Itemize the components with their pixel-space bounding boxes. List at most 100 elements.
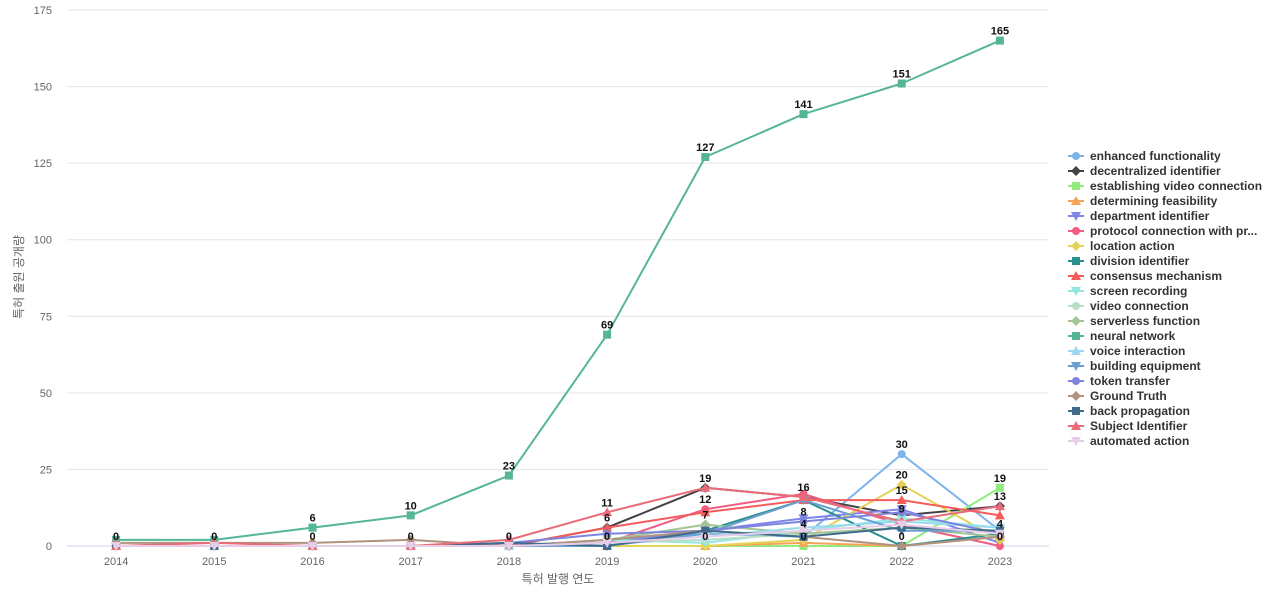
legend-item[interactable]: screen recording: [1068, 284, 1187, 298]
data-point[interactable]: [896, 520, 907, 530]
legend-item[interactable]: enhanced functionality: [1068, 149, 1221, 163]
legend-symbol: [1072, 407, 1080, 415]
data-point[interactable]: [701, 153, 710, 162]
data-label: 0: [309, 531, 315, 543]
legend-item[interactable]: Ground Truth: [1068, 389, 1167, 403]
data-point[interactable]: [308, 523, 317, 532]
legend-item[interactable]: automated action: [1068, 434, 1189, 448]
data-point[interactable]: [799, 532, 808, 541]
data-label: 19: [994, 473, 1006, 485]
legend-item[interactable]: token transfer: [1068, 374, 1170, 388]
y-tick-label: 50: [40, 388, 52, 400]
x-axis-title: 특허 발행 연도: [522, 571, 595, 586]
data-point[interactable]: [897, 79, 906, 88]
data-point[interactable]: [798, 491, 809, 501]
legend-item[interactable]: location action: [1068, 239, 1175, 253]
series-3: [111, 531, 1005, 550]
data-point[interactable]: [700, 507, 711, 517]
legend-item[interactable]: establishing video connection: [1068, 179, 1262, 193]
legend-symbol: [1072, 152, 1080, 160]
data-point[interactable]: [798, 526, 809, 536]
data-point[interactable]: [209, 542, 220, 551]
data-point[interactable]: [896, 541, 907, 551]
legend-symbol: [1072, 377, 1080, 385]
data-point[interactable]: [896, 495, 907, 505]
data-point[interactable]: [896, 479, 907, 490]
legend-item[interactable]: division identifier: [1068, 254, 1190, 268]
legend-item[interactable]: building equipment: [1068, 359, 1201, 373]
data-point[interactable]: [994, 529, 1005, 539]
series-lines: [111, 36, 1005, 551]
legend-symbol: [1071, 346, 1081, 355]
data-point[interactable]: [799, 110, 808, 119]
legend-item[interactable]: back propagation: [1068, 404, 1190, 418]
data-point[interactable]: [406, 511, 415, 520]
data-label: 0: [506, 531, 512, 543]
legend-item[interactable]: Subject Identifier: [1068, 419, 1188, 433]
data-point[interactable]: [307, 542, 318, 551]
data-point[interactable]: [994, 501, 1005, 511]
y-axis-ticks: 0 25 50 75 100 125 150 175: [34, 5, 52, 553]
legend-item[interactable]: serverless function: [1068, 314, 1200, 328]
x-tick-label: 2018: [497, 556, 521, 568]
data-point[interactable]: [602, 522, 613, 532]
gridlines: [67, 9, 1049, 547]
data-point[interactable]: [799, 517, 808, 526]
x-tick-label: 2023: [988, 556, 1012, 568]
legend-item[interactable]: protocol connection with pr...: [1068, 224, 1257, 238]
data-point[interactable]: [602, 507, 613, 517]
data-point[interactable]: [503, 534, 514, 544]
legend-item[interactable]: video connection: [1068, 299, 1189, 313]
legend-symbol: [1072, 302, 1080, 310]
legend-symbol: [1072, 182, 1080, 190]
legend-item[interactable]: neural network: [1068, 329, 1176, 343]
data-point[interactable]: [111, 542, 122, 551]
legend-item[interactable]: voice interaction: [1068, 344, 1185, 358]
legend-item[interactable]: consensus mechanism: [1068, 269, 1222, 283]
legend-item[interactable]: decentralized identifier: [1068, 164, 1221, 178]
data-point[interactable]: [504, 471, 513, 480]
data-label: 9: [899, 503, 905, 515]
data-point[interactable]: [994, 510, 1005, 520]
legend-item[interactable]: department identifier: [1068, 209, 1210, 223]
data-point[interactable]: [405, 542, 416, 551]
data-point[interactable]: [897, 508, 906, 517]
data-label: 0: [604, 531, 610, 543]
data-point[interactable]: [603, 330, 612, 339]
data-label: 7: [702, 510, 708, 522]
data-point[interactable]: [995, 36, 1004, 45]
legend-symbol: [1071, 241, 1081, 251]
data-label: 0: [408, 531, 414, 543]
data-label: 10: [405, 500, 417, 512]
data-point[interactable]: [503, 542, 514, 551]
series-line: [116, 39, 1001, 541]
data-point[interactable]: [603, 529, 612, 538]
legend-label: division identifier: [1090, 254, 1190, 268]
legend-label: protocol connection with pr...: [1090, 224, 1257, 238]
data-labels: 0 060100230691160127191270141168401513020…: [113, 26, 1009, 543]
data-label: 11: [601, 497, 613, 509]
data-label: 6: [604, 513, 610, 525]
data-label: 141: [794, 99, 812, 111]
data-label: 19: [699, 473, 711, 485]
series-line: [116, 486, 1001, 547]
data-point[interactable]: [995, 483, 1004, 492]
legend-item[interactable]: determining feasibility: [1068, 194, 1218, 208]
data-point[interactable]: [700, 532, 711, 542]
data-point[interactable]: [602, 538, 613, 548]
legend-symbol: [1071, 271, 1081, 280]
x-tick-label: 2021: [791, 556, 815, 568]
legend-label: Ground Truth: [1090, 389, 1167, 403]
legend-label: video connection: [1090, 299, 1189, 313]
legend-label: back propagation: [1090, 404, 1190, 418]
data-label: 16: [797, 482, 809, 494]
data-label: 0: [800, 531, 806, 543]
data-point[interactable]: [700, 482, 711, 492]
legend-symbol: [1071, 166, 1081, 176]
data-point[interactable]: [897, 450, 906, 459]
legend-symbol: [1072, 257, 1080, 265]
legend-symbol: [1071, 212, 1081, 221]
data-point[interactable]: [701, 526, 710, 535]
data-point[interactable]: [995, 542, 1004, 550]
